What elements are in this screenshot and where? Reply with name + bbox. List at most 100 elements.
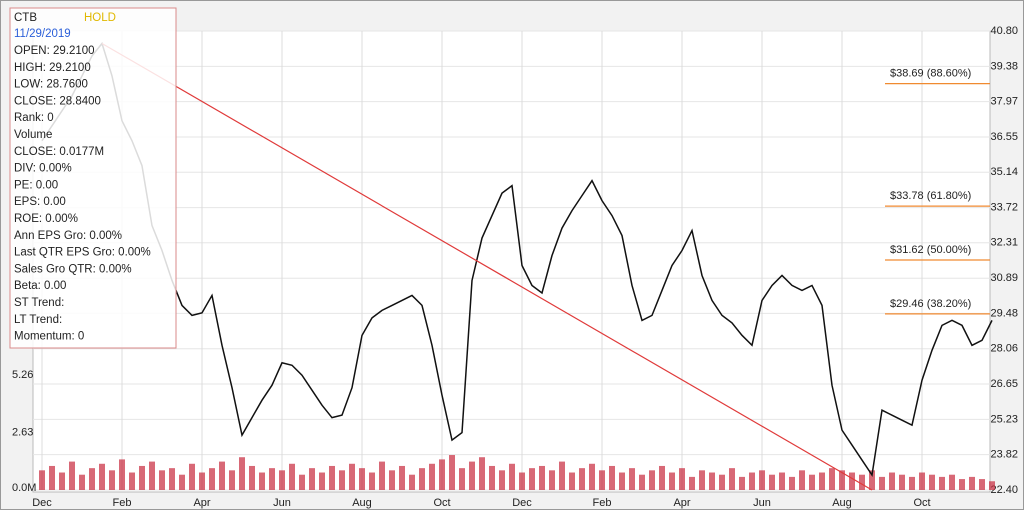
volume-bar — [469, 461, 475, 490]
volume-bar — [589, 463, 595, 490]
rating: HOLD — [84, 12, 116, 24]
volume-bar — [719, 474, 725, 490]
volume-bar — [339, 470, 345, 490]
info-line: Volume — [14, 129, 52, 141]
level-label: $38.69 (88.60%) — [890, 68, 971, 80]
y-tick-label: 33.72 — [990, 202, 1018, 214]
volume-bar — [619, 472, 625, 490]
volume-bar — [909, 476, 915, 490]
volume-bar — [309, 468, 315, 490]
volume-bar — [119, 459, 125, 490]
volume-bar — [829, 468, 835, 490]
volume-bar — [479, 457, 485, 490]
volume-bar — [569, 472, 575, 490]
y-tick-label: 23.82 — [990, 448, 1018, 460]
volume-bar — [549, 470, 555, 490]
info-line: PE: 0.00 — [14, 179, 58, 191]
volume-bar — [419, 468, 425, 490]
volume-bar — [259, 472, 265, 490]
info-line: EPS: 0.00 — [14, 196, 66, 208]
volume-bar — [69, 461, 75, 490]
y-tick-label: 28.06 — [990, 343, 1018, 355]
volume-bar — [799, 470, 805, 490]
volume-bar — [389, 470, 395, 490]
volume-bar — [789, 476, 795, 490]
volume-bar — [49, 465, 55, 490]
volume-bar — [499, 470, 505, 490]
volume-bar — [959, 479, 965, 490]
x-tick-label: Dec — [512, 497, 532, 509]
info-line: LT Trend: — [14, 314, 62, 326]
volume-bar — [599, 470, 605, 490]
volume-bar — [649, 470, 655, 490]
volume-bar — [759, 470, 765, 490]
volume-bar — [449, 455, 455, 490]
volume-bar — [229, 470, 235, 490]
y-tick-label: 29.48 — [990, 307, 1018, 319]
volume-bar — [929, 474, 935, 490]
plot-layer: 40.80 39.38 37.97 36.55 35.14 33.72 32.31 30.89… — [12, 25, 1018, 509]
volume-bar — [729, 468, 735, 490]
volume-bar — [699, 470, 705, 490]
volume-bar — [609, 465, 615, 490]
volume-bar — [159, 470, 165, 490]
volume-bar — [969, 476, 975, 490]
volume-bar — [489, 465, 495, 490]
info-line: Sales Gro QTR: 0.00% — [14, 263, 132, 275]
y-tick-label: 39.38 — [990, 60, 1018, 72]
volume-bar — [239, 457, 245, 490]
volume-bar — [129, 472, 135, 490]
y-tick-label: 37.97 — [990, 96, 1018, 108]
info-line: Last QTR EPS Gro: 0.00% — [14, 247, 151, 259]
volume-bar — [689, 476, 695, 490]
x-tick-label: Jun — [753, 497, 771, 509]
volume-bar — [59, 472, 65, 490]
volume-bar — [659, 465, 665, 490]
volume-bar — [79, 474, 85, 490]
volume-bar — [579, 468, 585, 490]
volume-bar — [179, 474, 185, 490]
volume-bar — [529, 468, 535, 490]
y-tick-label: 25.23 — [990, 413, 1018, 425]
volume-bar — [709, 472, 715, 490]
y-tick-label: 22.40 — [990, 484, 1018, 496]
volume-bar — [679, 468, 685, 490]
info-line: DIV: 0.00% — [14, 163, 72, 175]
volume-bar — [879, 476, 885, 490]
volume-bar — [519, 472, 525, 490]
volume-bar — [779, 472, 785, 490]
volume-bar — [889, 472, 895, 490]
volume-bar — [459, 468, 465, 490]
level-label: $33.78 (61.80%) — [890, 190, 971, 202]
volume-bar — [839, 470, 845, 490]
info-line: CLOSE: 28.8400 — [14, 95, 101, 107]
info-line: Rank: 0 — [14, 112, 54, 124]
volume-bar — [509, 463, 515, 490]
info-box — [9, 7, 177, 349]
x-tick-label: Apr — [673, 497, 690, 509]
volume-bar — [629, 468, 635, 490]
volume-bar — [809, 474, 815, 490]
volume-bar — [439, 459, 445, 490]
volume-bar — [89, 468, 95, 490]
volume-bar — [899, 474, 905, 490]
y-tick-label: 35.14 — [990, 166, 1018, 178]
volume-bar — [329, 465, 335, 490]
info-line: ST Trend: — [14, 297, 64, 309]
volume-bar — [149, 461, 155, 490]
volume-bar — [209, 468, 215, 490]
volume-bar — [379, 461, 385, 490]
y-tick-label: 30.89 — [990, 272, 1018, 284]
volume-bar — [869, 470, 875, 490]
volume-bar — [819, 472, 825, 490]
volume-bar — [139, 465, 145, 490]
volume-bar — [409, 474, 415, 490]
info-line: LOW: 28.7600 — [14, 79, 88, 91]
volume-bar — [319, 472, 325, 490]
y-tick-label: 32.31 — [990, 237, 1018, 249]
volume-bar — [639, 474, 645, 490]
x-tick-label: Apr — [193, 497, 210, 509]
y2-tick-label: 5.26 — [12, 369, 33, 381]
info-line: Beta: 0.00 — [14, 280, 66, 292]
